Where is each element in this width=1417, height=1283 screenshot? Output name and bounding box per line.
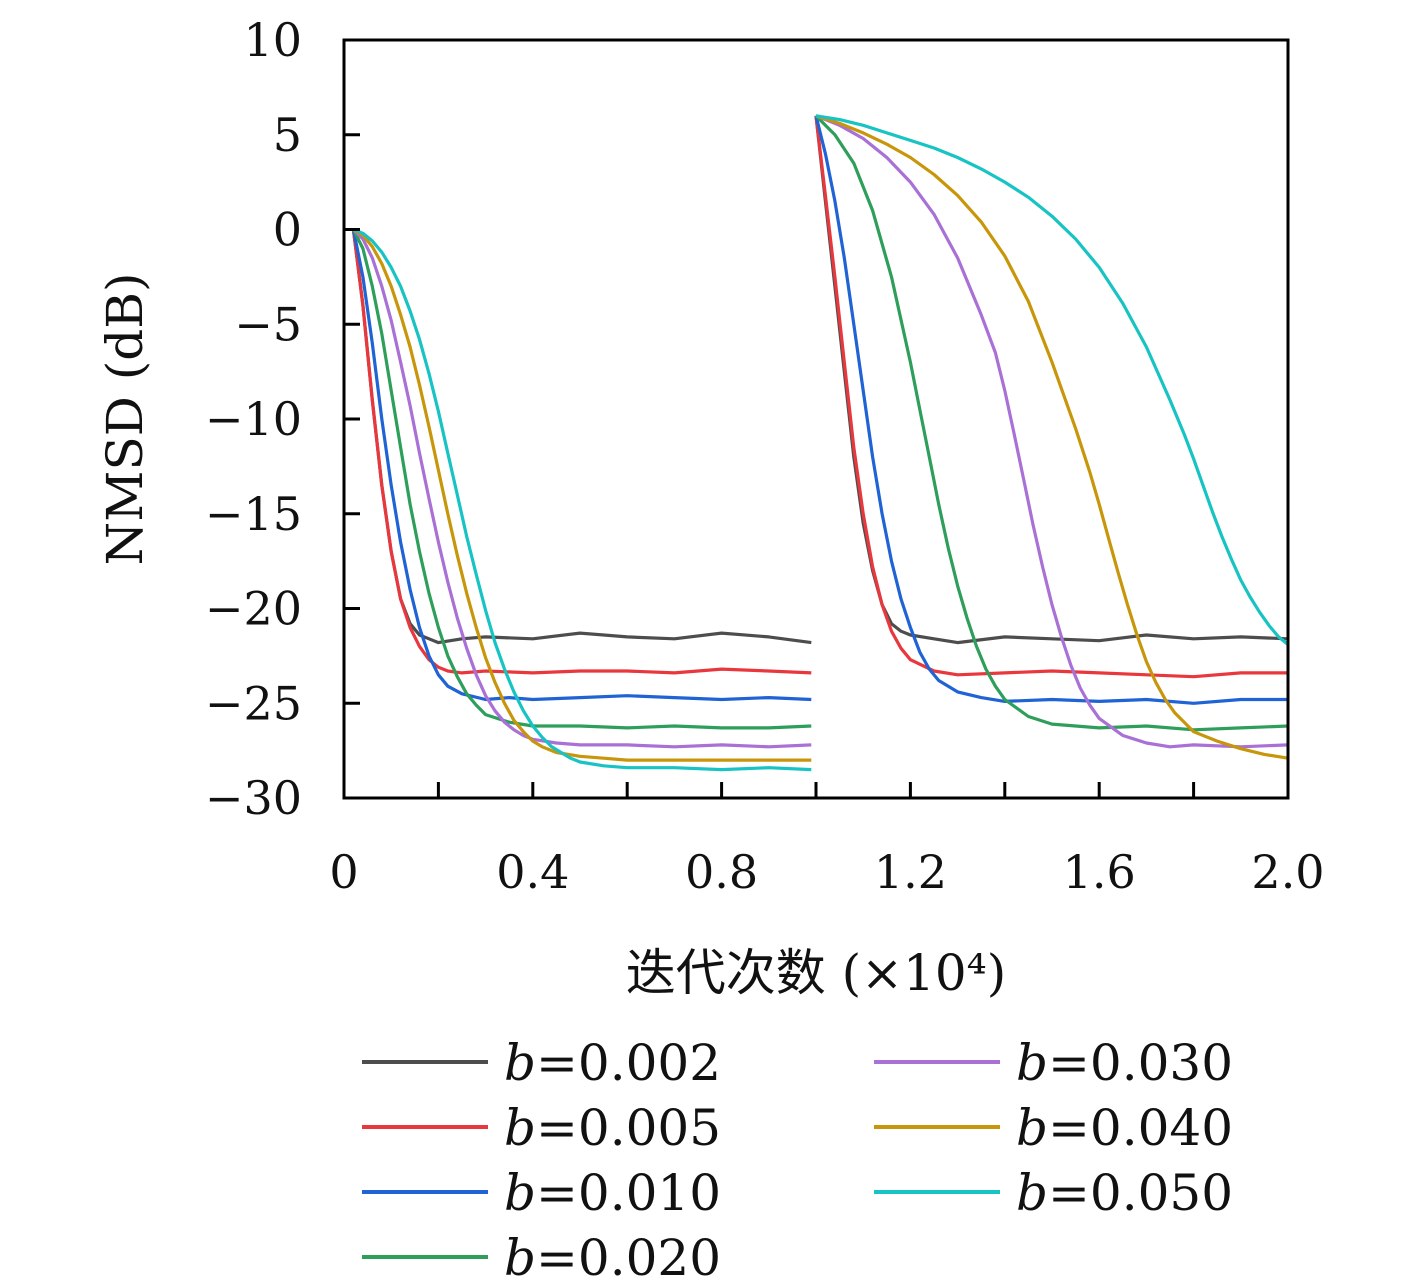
series-b-0-050 (352, 114, 1290, 772)
series-line (352, 228, 812, 772)
series-b-0-020 (351, 114, 1289, 732)
y-tick-label: −20 (205, 582, 302, 636)
y-tick-label: 0 (273, 203, 302, 257)
legend-label: b=0.002 (504, 1034, 721, 1092)
series-line (815, 114, 1290, 646)
x-tick-label: 0.4 (496, 845, 569, 899)
legend-label: b=0.030 (1016, 1034, 1233, 1092)
x-tick-label: 1.2 (874, 845, 947, 899)
legend-item: b=0.002 (362, 1034, 721, 1092)
x-tick-label: 1.6 (1063, 845, 1136, 899)
legend-label: b=0.050 (1016, 1164, 1233, 1222)
y-tick-label: 10 (243, 13, 302, 67)
legend-item: b=0.010 (362, 1164, 721, 1222)
y-tick-label: 5 (273, 108, 302, 162)
plot-lines (351, 114, 1290, 772)
legend-item: b=0.030 (874, 1034, 1233, 1092)
series-line (351, 228, 812, 730)
series-line (814, 115, 1288, 705)
x-axis: 0 0.4 0.8 1.2 1.6 2.0 (329, 782, 1325, 899)
y-tick-label: −15 (205, 487, 302, 541)
legend-item: b=0.040 (874, 1099, 1233, 1157)
legend-label: b=0.005 (504, 1099, 721, 1157)
series-line (814, 115, 1288, 679)
series-line (815, 114, 1289, 760)
legend-label: b=0.040 (1016, 1099, 1233, 1157)
legend-item: b=0.005 (362, 1099, 721, 1157)
x-tick-label: 0.8 (685, 845, 758, 899)
x-tick-label: 2.0 (1251, 845, 1324, 899)
series-line (351, 229, 812, 675)
y-tick-label: −30 (205, 771, 302, 825)
series-b-0-010 (351, 115, 1288, 705)
series-line (352, 228, 812, 762)
series-line (814, 114, 1289, 732)
legend-label: b=0.010 (504, 1164, 721, 1222)
series-b-0-002 (351, 115, 1289, 645)
series-line (351, 229, 812, 645)
series-b-0-030 (352, 114, 1289, 749)
series-b-0-005 (351, 115, 1288, 679)
y-axis-title: NMSD (dB) (96, 273, 154, 566)
y-axis: 10 5 0 −5 −10 −15 −20 −25 −30 (205, 13, 360, 825)
legend-label: b=0.020 (504, 1229, 721, 1283)
legend-item: b=0.020 (362, 1229, 721, 1283)
series-b-0-040 (352, 114, 1289, 762)
series-line (352, 228, 812, 749)
plot-frame (342, 38, 1290, 800)
series-line (815, 114, 1289, 749)
legend-item: b=0.050 (874, 1164, 1233, 1222)
series-line (351, 229, 812, 702)
series-line (814, 115, 1289, 645)
y-tick-label: −5 (234, 297, 302, 351)
x-tick-label: 0 (329, 845, 358, 899)
y-tick-label: −25 (205, 676, 302, 730)
y-tick-label: −10 (205, 392, 302, 446)
legend: b=0.002 b=0.005 b=0.010 b=0.020 b=0.030 b=0.0… (362, 1034, 1233, 1283)
x-axis-title: 迭代次数 (×10⁴) (626, 944, 1006, 1002)
